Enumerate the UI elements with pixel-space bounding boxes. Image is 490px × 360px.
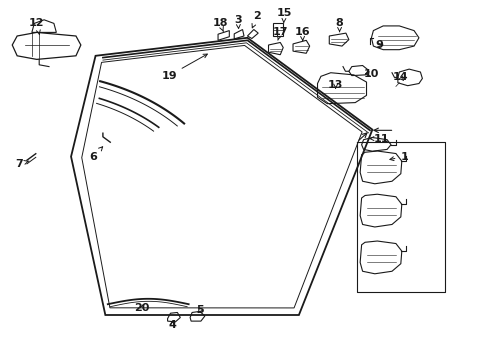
Text: 17: 17 xyxy=(272,27,288,40)
Text: 15: 15 xyxy=(276,8,292,23)
Text: 13: 13 xyxy=(328,80,343,90)
Text: 14: 14 xyxy=(393,72,409,82)
Text: 18: 18 xyxy=(212,18,228,31)
Text: 9: 9 xyxy=(376,40,384,50)
Text: 19: 19 xyxy=(161,54,207,81)
Text: 8: 8 xyxy=(336,18,343,32)
Text: 2: 2 xyxy=(252,11,261,28)
Text: 4: 4 xyxy=(169,320,176,330)
Text: 11: 11 xyxy=(370,134,389,144)
Text: 7: 7 xyxy=(16,159,29,169)
Text: 3: 3 xyxy=(234,15,242,28)
Text: 12: 12 xyxy=(29,18,45,34)
Text: 10: 10 xyxy=(364,69,379,79)
Text: 1: 1 xyxy=(390,152,408,162)
Text: 16: 16 xyxy=(294,27,310,41)
Text: 5: 5 xyxy=(196,305,204,315)
Text: 6: 6 xyxy=(89,147,102,162)
Text: 20: 20 xyxy=(134,303,150,313)
